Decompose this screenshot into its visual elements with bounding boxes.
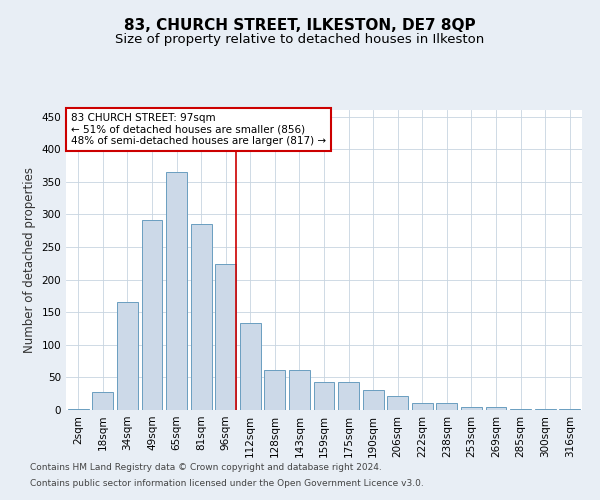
- Bar: [215, 264, 236, 410]
- Bar: [92, 392, 113, 410]
- Bar: [362, 390, 383, 410]
- Text: Contains HM Land Registry data © Crown copyright and database right 2024.: Contains HM Land Registry data © Crown c…: [30, 464, 382, 472]
- Bar: [166, 172, 187, 410]
- Bar: [436, 404, 457, 410]
- Bar: [510, 408, 531, 410]
- Bar: [387, 396, 408, 410]
- Bar: [142, 220, 163, 410]
- Text: 83 CHURCH STREET: 97sqm
← 51% of detached houses are smaller (856)
48% of semi-d: 83 CHURCH STREET: 97sqm ← 51% of detache…: [71, 113, 326, 146]
- Bar: [240, 322, 261, 410]
- Bar: [314, 382, 334, 410]
- Bar: [338, 382, 359, 410]
- Bar: [461, 406, 482, 410]
- Bar: [412, 404, 433, 410]
- Text: Contains public sector information licensed under the Open Government Licence v3: Contains public sector information licen…: [30, 478, 424, 488]
- Bar: [191, 224, 212, 410]
- Bar: [265, 370, 286, 410]
- Y-axis label: Number of detached properties: Number of detached properties: [23, 167, 36, 353]
- Text: 83, CHURCH STREET, ILKESTON, DE7 8QP: 83, CHURCH STREET, ILKESTON, DE7 8QP: [124, 18, 476, 32]
- Bar: [485, 406, 506, 410]
- Bar: [117, 302, 138, 410]
- Bar: [289, 370, 310, 410]
- Text: Size of property relative to detached houses in Ilkeston: Size of property relative to detached ho…: [115, 32, 485, 46]
